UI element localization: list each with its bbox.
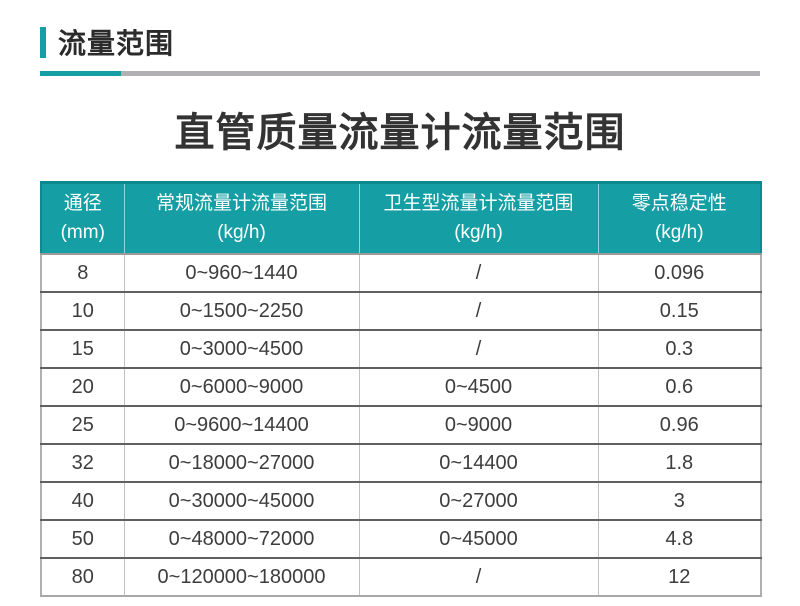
table-cell: 80 [71,565,94,588]
table-cell: 10 [41,292,124,331]
table-cell: 4.8 [597,520,761,559]
table-cell: 0~27000 [358,482,598,521]
table-cell: 50 [41,520,124,559]
table-cell: 0.96 [597,406,761,445]
table-cell: 0.096 [597,254,761,293]
table-cell: 0~3000~4500 [123,330,359,369]
table-row: 8 0~960~1440 / 0.096 [41,254,761,293]
section-divider [40,71,760,76]
col-header-unit: (kg/h) [217,221,266,243]
table-cell: 0.15 [597,292,761,331]
table-row: 10 0~1500~2250 / 0.15 [41,292,761,331]
table-row: 40 0~30000~45000 0~27000 3 [41,482,761,521]
col-header-label: 零点稳定性 [631,193,727,214]
col-header-label: 卫生型流量计流量范围 [383,193,574,214]
table-cell: 0~45000 [358,520,598,559]
table-cell: 0~18000~27000 [123,444,359,483]
col-header-unit: (kg/h) [654,221,704,243]
col-header-label: 常规流量计流量范围 [155,193,327,214]
table-cell: 40 [41,482,124,521]
table-row: 80 0~120000~180000 / 12 [41,558,761,596]
table-cell: 1.8 [597,444,761,483]
table-row: 25 0~9600~14400 0~9000 0.96 [41,406,761,445]
section-header: 流量范围 [40,22,174,62]
table-cell: 0~960~1440 [123,254,359,293]
table-cell: 0~30000~45000 [123,482,359,521]
divider-teal-segment [40,71,121,76]
table-cell: 0.3 [597,330,761,369]
table-title: 直管质量流量计流量范围 [174,111,626,155]
col-header-unit: (mm) [60,221,105,243]
table-row: 15 0~3000~4500 / 0.3 [41,330,761,369]
col-header-diameter: 通径 (mm) [40,181,124,255]
table-cell: 0~1500~2250 [123,292,359,331]
accent-bar [40,26,46,58]
table-cell: 0~120000~180000 [123,558,359,596]
header-row: 通径 (mm) 常规流量计流量范围 (kg/h) 卫生型流量计流量范围 (kg/… [40,181,762,255]
col-header-zero-stability: 零点稳定性 (kg/h) [597,181,762,255]
table-cell: 32 [41,444,124,483]
table-cell: / [358,558,598,596]
table-cell: 0~9000 [358,406,598,445]
table-row: 50 0~48000~72000 0~45000 4.8 [41,520,761,559]
col-header-unit: (kg/h) [454,221,503,243]
table-cell: 15 [41,330,124,369]
table-cell: 3 [597,482,761,521]
table-cell: 0~4500 [358,368,598,407]
table-cell: 0.6 [597,368,761,407]
table-cell: / [358,254,598,293]
section-title: 流量范围 [58,28,175,59]
table-row: 32 0~18000~27000 0~14400 1.8 [41,444,761,483]
flow-range-table: 通径 (mm) 常规流量计流量范围 (kg/h) 卫生型流量计流量范围 (kg/… [40,181,762,597]
table-cell: 0~9600~14400 [123,406,359,445]
col-header-label: 通径 [63,193,102,214]
table-cell: 0~14400 [358,444,598,483]
table-cell: 0~48000~72000 [123,520,359,559]
col-header-sanitary-range: 卫生型流量计流量范围 (kg/h) [358,181,598,255]
table-cell: 8 [41,254,124,293]
col-header-standard-range: 常规流量计流量范围 (kg/h) [123,181,359,255]
table-cell: 12 [597,558,761,596]
table-cell: / [358,330,598,369]
table-row: 20 0~6000~9000 0~4500 0.6 [41,368,761,407]
table-cell: 0~6000~9000 [123,368,359,407]
table-cell: / [358,292,598,331]
table-cell: 20 [41,368,124,407]
table-cell: 25 [41,406,124,445]
